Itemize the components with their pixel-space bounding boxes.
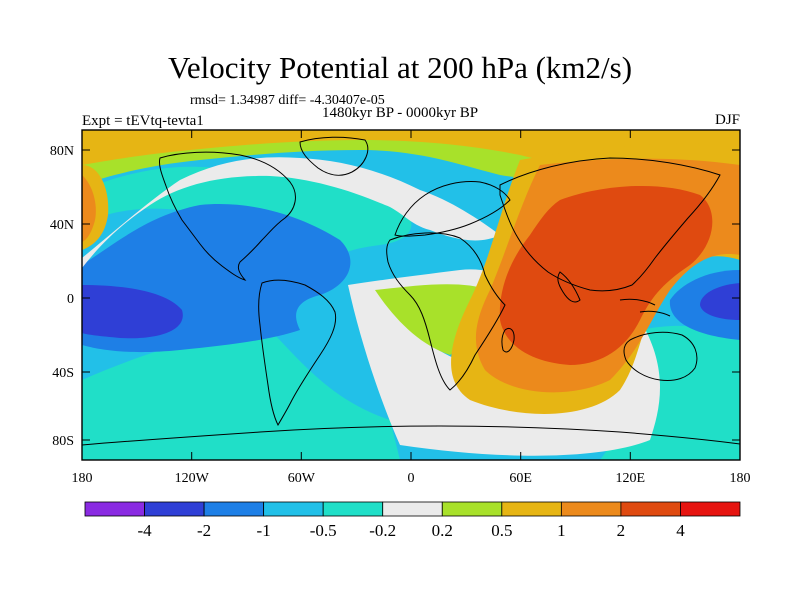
coastline-africa [386, 232, 506, 391]
colorbar-swatch [263, 501, 324, 517]
lon-tick-label: 0 [408, 471, 415, 486]
coastline-antarctica [82, 425, 740, 446]
colorbar-swatch [382, 501, 443, 517]
coastline-asia [499, 157, 721, 292]
lon-tick-label: 120E [616, 471, 646, 486]
latitude-axis: 80N 40N 0 40S 80S [50, 144, 740, 449]
colorbar-label: 0.2 [432, 521, 453, 540]
colorbar-label: -0.5 [310, 521, 337, 540]
lon-tick-label: 180 [72, 471, 93, 486]
colorbar-label: 0.5 [491, 521, 512, 540]
colorbar-label: -1 [257, 521, 271, 540]
experiment-label: Expt = tEVtq-tevta1 [82, 113, 204, 129]
lon-tick-label: 60W [288, 471, 316, 486]
colorbar-swatch [620, 501, 681, 517]
colorbar-swatch [441, 501, 503, 517]
lon-tick-label: 180 [730, 471, 751, 486]
field-dark-blue-east [700, 283, 740, 320]
longitude-axis: 180 120W 60W 0 60E 120E 180 [72, 130, 751, 486]
lat-tick-label: 80S [52, 434, 74, 449]
colorbar-swatch [203, 501, 265, 517]
lat-tick-label: 40S [52, 366, 74, 381]
season-label: DJF [714, 112, 740, 128]
colorbar-swatch [680, 501, 741, 517]
colorbar-swatch [144, 501, 205, 517]
lat-tick-label: 0 [67, 292, 74, 307]
colorbar: -4 -2 -1 -0.5 -0.2 0.2 0.5 1 2 4 [84, 501, 741, 540]
colorbar-label: 1 [557, 521, 566, 540]
coastline-india [557, 271, 581, 303]
colorbar-swatch [322, 501, 384, 517]
coastline-indonesia [619, 298, 671, 317]
coastline-greenland [299, 136, 369, 176]
colorbar-swatch [560, 501, 622, 517]
field-red-orange [499, 185, 713, 365]
field-cyan-south [82, 330, 400, 460]
stats-line: rmsd= 1.34987 diff= -4.30407e-05 [190, 93, 385, 108]
coastline-australia [623, 331, 698, 381]
period-label: 1480kyr BP - 0000kyr BP [322, 105, 479, 121]
page-title: Velocity Potential at 200 hPa (km2/s) [167, 50, 633, 85]
lon-tick-label: 120W [175, 471, 210, 486]
coastline-north-america [159, 151, 296, 281]
lat-tick-label: 40N [50, 218, 74, 233]
lat-tick-label: 80N [50, 144, 74, 159]
colorbar-label: 4 [676, 521, 685, 540]
field-dark-blue-west [82, 285, 183, 339]
coastlines [82, 136, 740, 446]
colorbar-label: 2 [617, 521, 626, 540]
coastline-madagascar [501, 327, 515, 353]
colorbar-swatch [84, 501, 145, 517]
colorbar-swatch [501, 501, 562, 517]
colorbar-label: -4 [137, 521, 152, 540]
lon-tick-label: 60E [509, 471, 532, 486]
velocity-potential-field [82, 130, 740, 460]
field-neutral-north [82, 157, 500, 268]
colorbar-label: -0.2 [369, 521, 396, 540]
field-orange-west [82, 175, 96, 242]
coastline-south-america [258, 279, 337, 427]
colorbar-label: -2 [197, 521, 211, 540]
coastline-europe [394, 181, 511, 237]
